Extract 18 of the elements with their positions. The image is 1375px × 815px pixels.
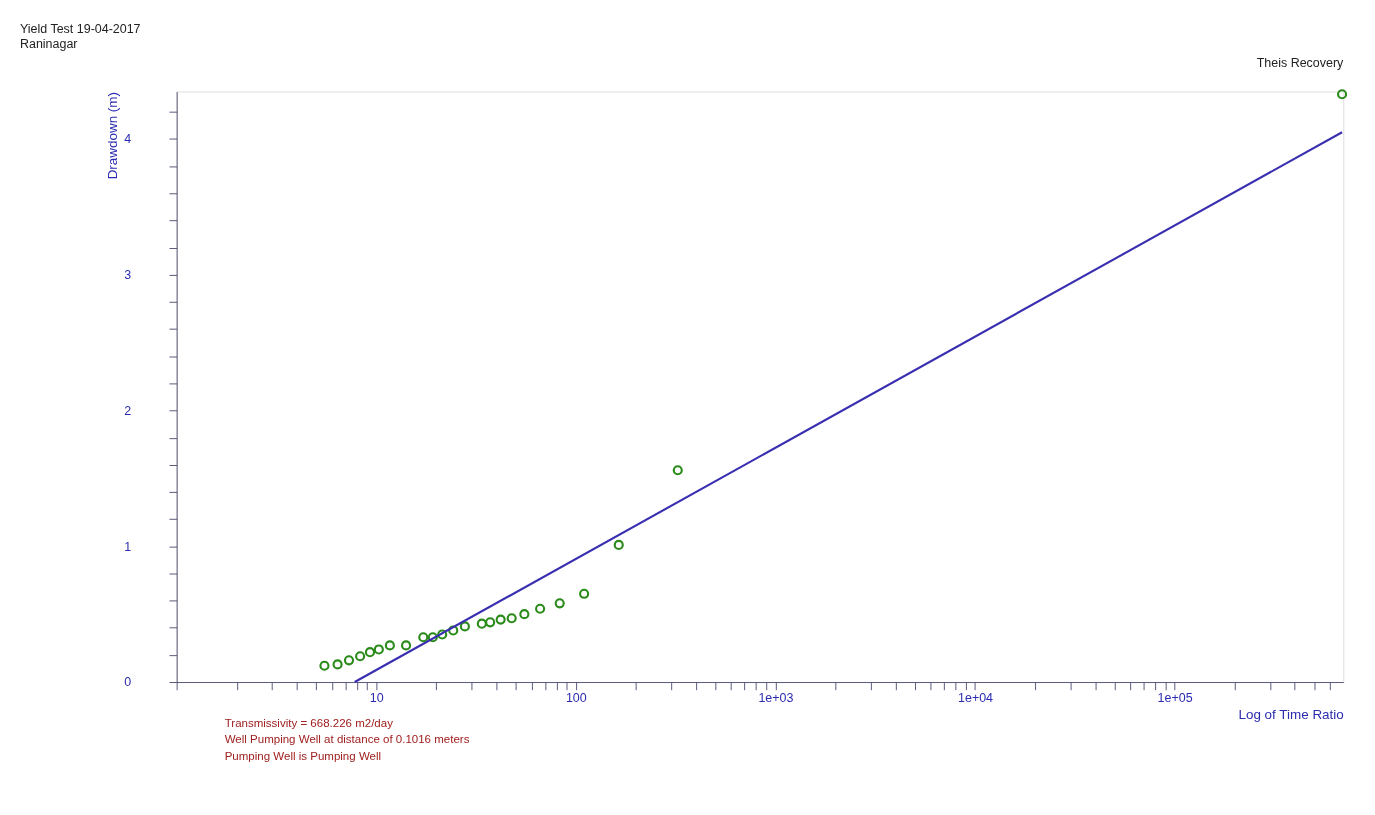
x-tick-label: 1e+03 bbox=[758, 690, 794, 705]
text: Yield Test 19-04-2017 bbox=[19, 21, 141, 36]
y-tick-label: 4 bbox=[124, 132, 132, 147]
y-tick-label: 2 bbox=[124, 403, 132, 418]
x-tick-label: 1e+04 bbox=[958, 690, 994, 705]
x-axis-title: Log of Time Ratio bbox=[1238, 707, 1344, 723]
y-tick-label: 3 bbox=[124, 268, 132, 283]
x-tick-label: 10 bbox=[369, 690, 384, 705]
text: Pumping Well is Pumping Well bbox=[224, 749, 382, 762]
y-axis-title: Drawdown (m) bbox=[105, 92, 121, 180]
y-tick-label: 0 bbox=[124, 675, 132, 690]
x-tick-label: 100 bbox=[565, 690, 587, 705]
y-tick-label: 1 bbox=[124, 539, 132, 554]
text: Well Pumping Well at distance of 0.1016 meters bbox=[224, 733, 470, 746]
text: Theis Recovery bbox=[1256, 55, 1345, 70]
text: Raninagar bbox=[19, 37, 78, 52]
x-tick-label: 1e+05 bbox=[1157, 690, 1193, 705]
text: Transmissivity = 668.226 m2/day bbox=[224, 717, 394, 730]
